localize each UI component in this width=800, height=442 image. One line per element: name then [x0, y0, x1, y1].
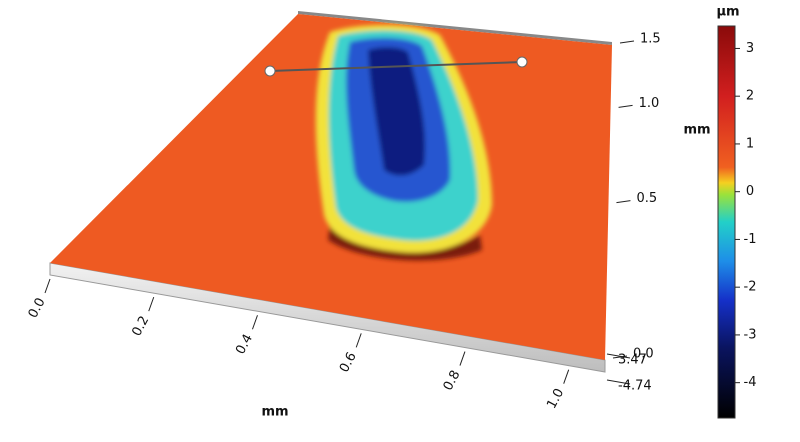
z-tick-label: 3.47: [618, 353, 647, 368]
colorbar-tick-label: -3: [744, 327, 757, 342]
profile-handle[interactable]: [516, 56, 528, 68]
colorbar-tick-label: 0: [746, 184, 754, 199]
colorbar-tick-label: 2: [746, 89, 754, 104]
y-axis-label: mm: [683, 123, 710, 138]
colorbar-tick-label: 1: [746, 136, 754, 151]
x-axis-label: mm: [261, 405, 288, 420]
x-tick-label: 0.8: [441, 368, 464, 393]
x-tick: [148, 296, 155, 312]
track-deepest: [368, 47, 426, 176]
x-tick-label: 0.0: [26, 295, 49, 320]
colorbar-label: µm: [716, 5, 739, 20]
colorbar-tick-label: -1: [744, 232, 757, 247]
z-tick-label: -4.74: [618, 379, 652, 394]
z-tick: [606, 379, 631, 385]
y-tick: [618, 104, 633, 108]
x-tick-label: 0.4: [233, 332, 256, 357]
colorbar-tick-label: -4: [744, 375, 757, 390]
profile-segment: [269, 61, 523, 72]
x-tick-label: 0.2: [129, 314, 152, 339]
colorbar: [717, 25, 736, 419]
y-tick: [619, 40, 635, 44]
y-tick-label: 1.0: [639, 96, 660, 111]
axes: 0.0 0.2 0.4 0.6 0.8 1.0 0.0 0.5 1.0 1.5 3.47 -4.74: [26, 32, 661, 412]
profile-handle[interactable]: [264, 65, 276, 77]
z-tick: [606, 353, 631, 359]
x-tick: [44, 278, 51, 294]
x-tick: [355, 333, 362, 348]
x-tick: [563, 369, 570, 384]
y-tick: [616, 200, 631, 204]
x-tick: [459, 351, 466, 366]
profile-line: [264, 56, 528, 77]
wear-track: [315, 24, 492, 261]
x-tick-label: 0.6: [337, 350, 360, 375]
y-tick-label: 0.0: [633, 347, 654, 362]
x-tick-label: 1.0: [544, 386, 567, 411]
rim: [328, 225, 482, 261]
y-tick-label: 1.5: [640, 32, 661, 47]
colorbar-tick-label: -2: [744, 280, 757, 295]
y-tick: [612, 355, 628, 359]
x-tick: [252, 315, 258, 330]
colorbar-tick-label: 3: [746, 41, 754, 56]
slab-back: [298, 11, 612, 45]
y-tick-label: 0.5: [636, 191, 657, 206]
